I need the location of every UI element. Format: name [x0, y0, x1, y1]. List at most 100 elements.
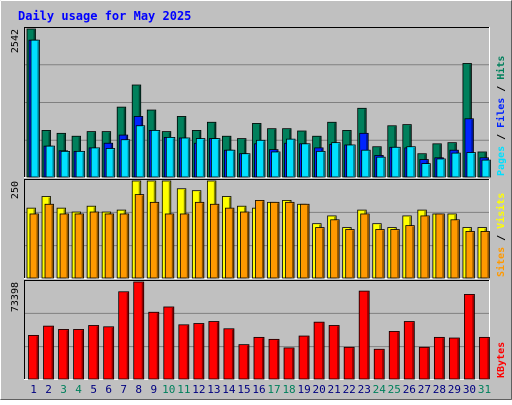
- legend-entry-middle-1: /: [496, 229, 507, 247]
- bar-kbytes-day-27-shade: [427, 348, 429, 378]
- bar-pages-day-19: [301, 143, 311, 178]
- bar-sites-day-10: [164, 213, 175, 279]
- bar-kbytes-day-17: [268, 338, 280, 380]
- bar-pages-day-13: [210, 138, 221, 178]
- bar-kbytes-day-10-shade: [171, 307, 174, 378]
- bar-kbytes-day-29-shade: [457, 339, 459, 378]
- x-label-day-3: 3: [60, 383, 67, 396]
- bar-pages-day-2-shade: [52, 147, 55, 176]
- x-label-day-14: 14: [222, 383, 236, 396]
- bar-kbytes-day-22: [343, 346, 355, 380]
- x-label-day-31: 31: [478, 383, 491, 396]
- bar-kbytes-day-3: [58, 329, 69, 380]
- bar-pages-day-8: [135, 125, 146, 178]
- bar-kbytes-day-19: [298, 335, 310, 380]
- bar-pages-day-2: [45, 145, 55, 178]
- bar-pages-day-23: [361, 149, 371, 178]
- bar-pages-day-12: [195, 138, 206, 178]
- bar-sites-day-30: [465, 231, 475, 279]
- bar-sites-day-11: [179, 213, 190, 279]
- bar-pages-day-30: [466, 152, 476, 178]
- bar-kbytes-day-12-shade: [201, 324, 204, 378]
- bar-sites-day-18: [285, 201, 295, 279]
- bar-kbytes-day-8-shade: [141, 283, 144, 378]
- bar-kbytes-day-24: [373, 348, 385, 380]
- bar-sites-day-20: [315, 227, 325, 279]
- x-label-day-1: 1: [30, 383, 37, 396]
- bar-sites-day-4: [74, 213, 84, 279]
- bar-kbytes-day-8: [133, 281, 145, 380]
- bar-pages-day-21: [331, 142, 341, 178]
- bar-kbytes-day-20-shade: [322, 323, 324, 378]
- chart-panels: 2542 Pages / Files / Hits 250 Sites / Visit…: [10, 27, 507, 380]
- y-max-label-bottom: 73398: [10, 282, 21, 312]
- bar-sites-day-9: [149, 201, 160, 279]
- bar-sites-day-19: [300, 203, 310, 279]
- bar-pages-day-28: [436, 158, 446, 178]
- bar-pages-day-17: [271, 151, 281, 178]
- bar-pages-day-25-shade: [398, 148, 400, 176]
- bar-pages-day-21-shade: [338, 143, 340, 176]
- bar-kbytes-day-15-shade: [246, 345, 249, 378]
- legend-middle: Sites / Visits: [495, 193, 507, 277]
- bar-pages-day-29-shade: [458, 154, 460, 176]
- legend-bottom: KBytes: [496, 342, 507, 378]
- bar-pages-day-4: [75, 150, 85, 178]
- x-label-day-9: 9: [150, 383, 157, 396]
- bar-sites-day-8: [134, 194, 145, 279]
- legend-entry-middle-0: Sites: [495, 247, 507, 277]
- bar-kbytes-day-23-shade: [367, 292, 369, 378]
- x-label-day-20: 20: [313, 383, 326, 396]
- bar-kbytes-day-6-shade: [111, 327, 114, 378]
- bar-sites-day-25-shade: [397, 230, 399, 277]
- bar-kbytes-day-3-shade: [66, 330, 69, 378]
- bar-sites-day-16: [255, 199, 265, 279]
- bar-pages-day-18-shade: [293, 140, 295, 176]
- x-label-day-21: 21: [328, 383, 341, 396]
- bar-pages-day-8-shade: [142, 126, 145, 176]
- x-label-day-23: 23: [358, 383, 371, 396]
- x-label-day-30: 30: [463, 383, 476, 396]
- bar-kbytes-day-10: [163, 306, 175, 380]
- bar-kbytes-day-1: [28, 334, 39, 380]
- bar-sites-day-3: [59, 213, 69, 279]
- bar-pages-day-29: [451, 152, 461, 178]
- bar-pages-day-30-shade: [473, 153, 475, 176]
- bar-pages-day-17-shade: [278, 152, 280, 176]
- bar-kbytes-day-6: [103, 326, 115, 380]
- bar-pages-day-5-shade: [97, 148, 100, 176]
- bar-pages-day-3: [60, 150, 70, 178]
- bar-pages-day-6: [105, 148, 116, 178]
- bar-kbytes-day-15: [238, 344, 250, 380]
- bar-pages-day-22: [346, 144, 356, 178]
- x-label-day-11: 11: [177, 383, 190, 396]
- y-max-label-middle: 250: [10, 181, 21, 199]
- bar-pages-day-28-shade: [443, 159, 445, 176]
- bar-sites-day-22-shade: [352, 230, 354, 277]
- bar-sites-day-17: [270, 201, 280, 279]
- bar-kbytes-day-13: [208, 321, 220, 380]
- bar-kbytes-day-13-shade: [216, 322, 219, 378]
- bar-pages-day-16: [256, 139, 266, 178]
- bar-kbytes-day-18-shade: [292, 348, 294, 378]
- bar-kbytes-day-28-shade: [442, 338, 444, 378]
- panel-top: 2542 Pages / Files / Hits: [10, 27, 507, 178]
- bar-kbytes-day-18: [283, 347, 295, 380]
- bar-sites-day-14-shade: [231, 209, 234, 277]
- bar-pages-day-7: [120, 139, 131, 178]
- legend-entry-top-3: /: [496, 80, 507, 98]
- bar-pages-day-7-shade: [127, 140, 130, 176]
- bar-pages-day-31: [481, 159, 491, 178]
- bar-sites-day-29-shade: [457, 220, 459, 277]
- bar-sites-day-28-shade: [442, 214, 444, 277]
- bar-sites-day-26-shade: [412, 226, 414, 277]
- x-label-day-28: 28: [433, 383, 446, 396]
- bar-pages-day-18: [286, 138, 296, 178]
- bar-sites-day-27: [420, 215, 430, 279]
- bar-pages-day-27: [421, 163, 431, 178]
- bar-sites-day-19-shade: [307, 205, 309, 277]
- x-label-day-24: 24: [373, 383, 387, 396]
- bar-sites-day-14: [225, 207, 235, 279]
